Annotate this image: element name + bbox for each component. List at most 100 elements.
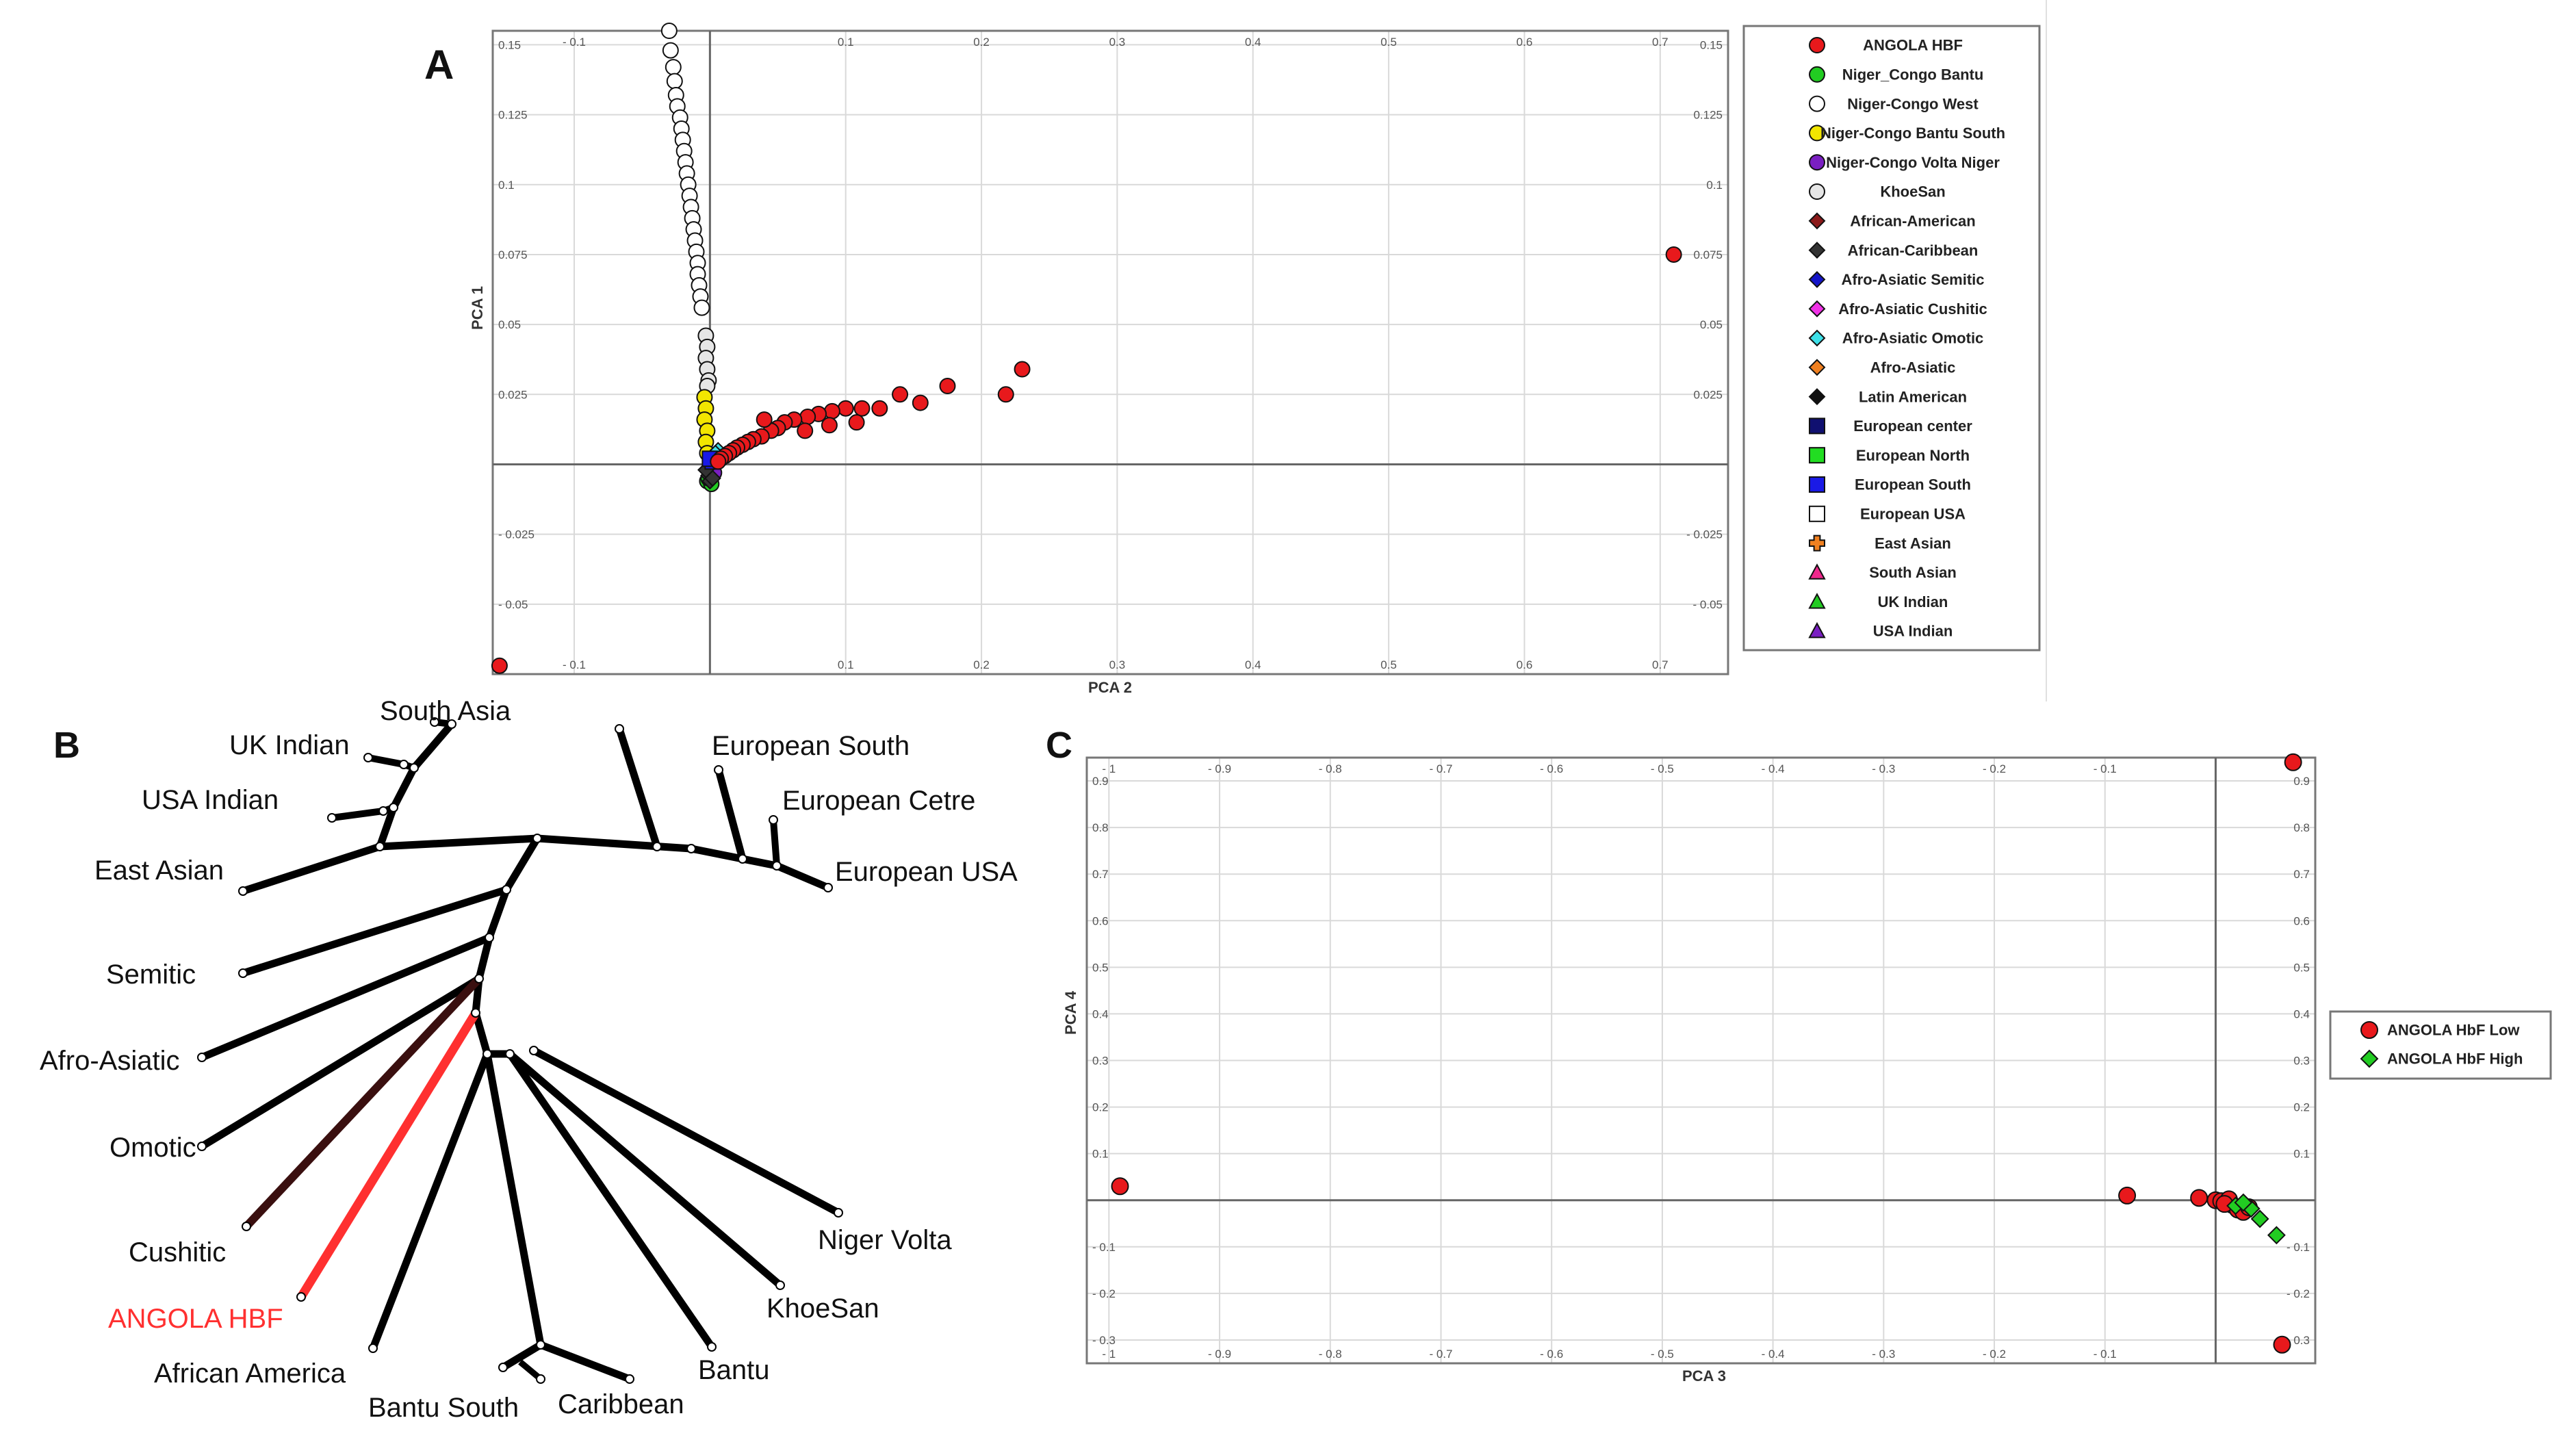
tree-node <box>471 1008 480 1018</box>
tree-branch-european-south <box>615 728 661 848</box>
series-angola-hbf-high <box>2226 1193 2286 1245</box>
x-tick-label-top: 0.6 <box>1517 36 1533 49</box>
tree-branch-east-asian <box>242 842 381 895</box>
tree-label-european-south: European South <box>712 731 910 761</box>
tree-node <box>505 1049 515 1059</box>
series-angola-hbf <box>491 246 1682 674</box>
tree-node <box>707 1342 717 1352</box>
y-tick-label-left: - 0.025 <box>498 528 534 541</box>
y-tick-label-left: 0.8 <box>1092 821 1109 834</box>
y-tick-label-right: - 0.025 <box>1686 528 1723 541</box>
tree-node <box>389 803 398 812</box>
x-tick-label-bottom: - 0.8 <box>1319 1348 1342 1361</box>
y-tick-label-right: - 0.1 <box>2287 1241 2310 1254</box>
tree-branch-bantu-south <box>483 1053 545 1371</box>
data-point <box>997 386 1014 403</box>
tree-branch-semitic <box>242 886 508 977</box>
panel-a-points <box>491 23 1682 674</box>
tree-node <box>529 1046 539 1055</box>
y-tick-label-right: 0.025 <box>1693 388 1723 401</box>
tree-node <box>482 1049 492 1059</box>
y-tick-label-left: 0.05 <box>498 318 521 331</box>
tree-branch-khoesan <box>507 1051 783 1289</box>
legend-marker-niger-congo-volta-niger <box>1809 154 1825 171</box>
tree-node <box>615 724 624 734</box>
tree-node <box>296 1292 306 1302</box>
legend-label-uk-indian: UK Indian <box>1878 593 1948 610</box>
tree-node <box>775 1280 785 1290</box>
tree-node <box>238 886 248 896</box>
y-tick-label-left: 0.4 <box>1092 1007 1109 1020</box>
panel-b: B South Asia <box>40 696 1018 1423</box>
data-point <box>2190 1189 2208 1207</box>
tree-node <box>485 933 494 942</box>
data-point <box>2267 1226 2286 1245</box>
data-point <box>821 417 838 434</box>
x-tick-label-top: 0.3 <box>1109 36 1126 49</box>
tree-label-uk-indian: UK Indian <box>229 730 350 760</box>
x-tick-label-top: 0.1 <box>838 36 854 49</box>
tree-node <box>474 974 484 983</box>
x-tick-label-top: - 0.3 <box>1872 762 1895 775</box>
data-point <box>2273 1335 2291 1354</box>
tree-label-bantu-south: Bantu South <box>368 1393 519 1423</box>
y-tick-label-right: 0.5 <box>2293 961 2310 974</box>
tree-label-angola-hbf: ANGOLA HBF <box>108 1304 283 1334</box>
x-tick-label-bottom: - 0.7 <box>1429 1348 1452 1361</box>
tree-branch-angola-hbf <box>297 1010 480 1300</box>
panel-a-x-axis-label: PCA 2 <box>1088 679 1132 696</box>
series-angola-hbf-low <box>1111 753 2302 1354</box>
data-point <box>1111 1177 1129 1196</box>
tree-label-semitic: Semitic <box>106 960 196 990</box>
y-tick-label-right: 0.7 <box>2293 868 2310 881</box>
tree-branch-afro-asiatic <box>200 934 491 1061</box>
x-tick-label-bottom: - 0.2 <box>1983 1348 2006 1361</box>
tree-node <box>772 861 782 871</box>
data-point <box>892 386 909 403</box>
y-tick-label-left: - 0.3 <box>1092 1334 1116 1347</box>
tree-node <box>378 806 388 816</box>
data-point <box>823 402 840 420</box>
tree-node <box>197 1053 207 1062</box>
y-tick-label-left: 0.3 <box>1092 1055 1109 1068</box>
legend-label-european-center: European center <box>1853 417 1972 435</box>
legend-marker-niger-congo-bantu <box>1809 66 1825 83</box>
tree-node <box>625 1374 634 1384</box>
legend-label-khoesan: KhoeSan <box>1880 183 1945 201</box>
tree-label-afro-asiatic: Afro-Asiatic <box>40 1046 180 1076</box>
legend-marker-angola-hbf <box>1809 37 1825 53</box>
data-point <box>2250 1209 2269 1228</box>
tree-label-east-asian: East Asian <box>94 855 224 886</box>
tree-node <box>738 854 747 864</box>
tree-branch-european-usa-a <box>770 819 780 866</box>
x-tick-label-top: - 0.2 <box>1983 762 2006 775</box>
tree-node <box>399 760 409 769</box>
legend-label-afro-asiatic-omotic: Afro-Asiatic Omotic <box>1842 330 1984 347</box>
tree-branch-africa-spine <box>472 834 541 1058</box>
x-tick-label-bottom: - 0.1 <box>2094 1348 2117 1361</box>
data-point <box>799 409 816 425</box>
tree-label-cushitic: Cushitic <box>129 1237 226 1267</box>
x-tick-label-top: 0.4 <box>1245 36 1261 49</box>
tree-node <box>242 1222 251 1231</box>
legend-label-niger-congo-bantu: Niger_Congo Bantu <box>1842 66 1984 83</box>
x-tick-label-top: 0.5 <box>1380 36 1397 49</box>
tree-label-european-cetre: European Cetre <box>782 786 975 816</box>
x-tick-label-top: - 0.1 <box>2094 762 2117 775</box>
tree-branch-african-america <box>369 1053 491 1350</box>
legend-label-afro-asiatic: Afro-Asiatic <box>1870 359 1956 376</box>
tree-node <box>375 842 385 851</box>
tree-label-omotic: Omotic <box>110 1133 196 1163</box>
legend-marker-european-north <box>1809 447 1825 464</box>
panel-c-legend: ANGOLA HbF Low ANGOLA HbF High <box>2329 1010 2552 1080</box>
tree-node <box>536 1340 545 1350</box>
x-tick-label-bottom: - 1 <box>1102 1348 1116 1361</box>
tree-node <box>409 763 419 773</box>
panel-a: A - 0.1 - 0.1 0.1 0.1 0.2 0.2 0.3 0.3 0.4 0.4 0.5 0… <box>424 0 2047 701</box>
data-point <box>491 657 508 674</box>
y-tick-label-left: - 0.1 <box>1092 1241 1116 1254</box>
panel-a-y-axis-label: PCA 1 <box>469 286 486 330</box>
tree-node <box>769 815 778 825</box>
legend-marker-european-south <box>1809 476 1825 493</box>
tree-node <box>430 717 439 727</box>
